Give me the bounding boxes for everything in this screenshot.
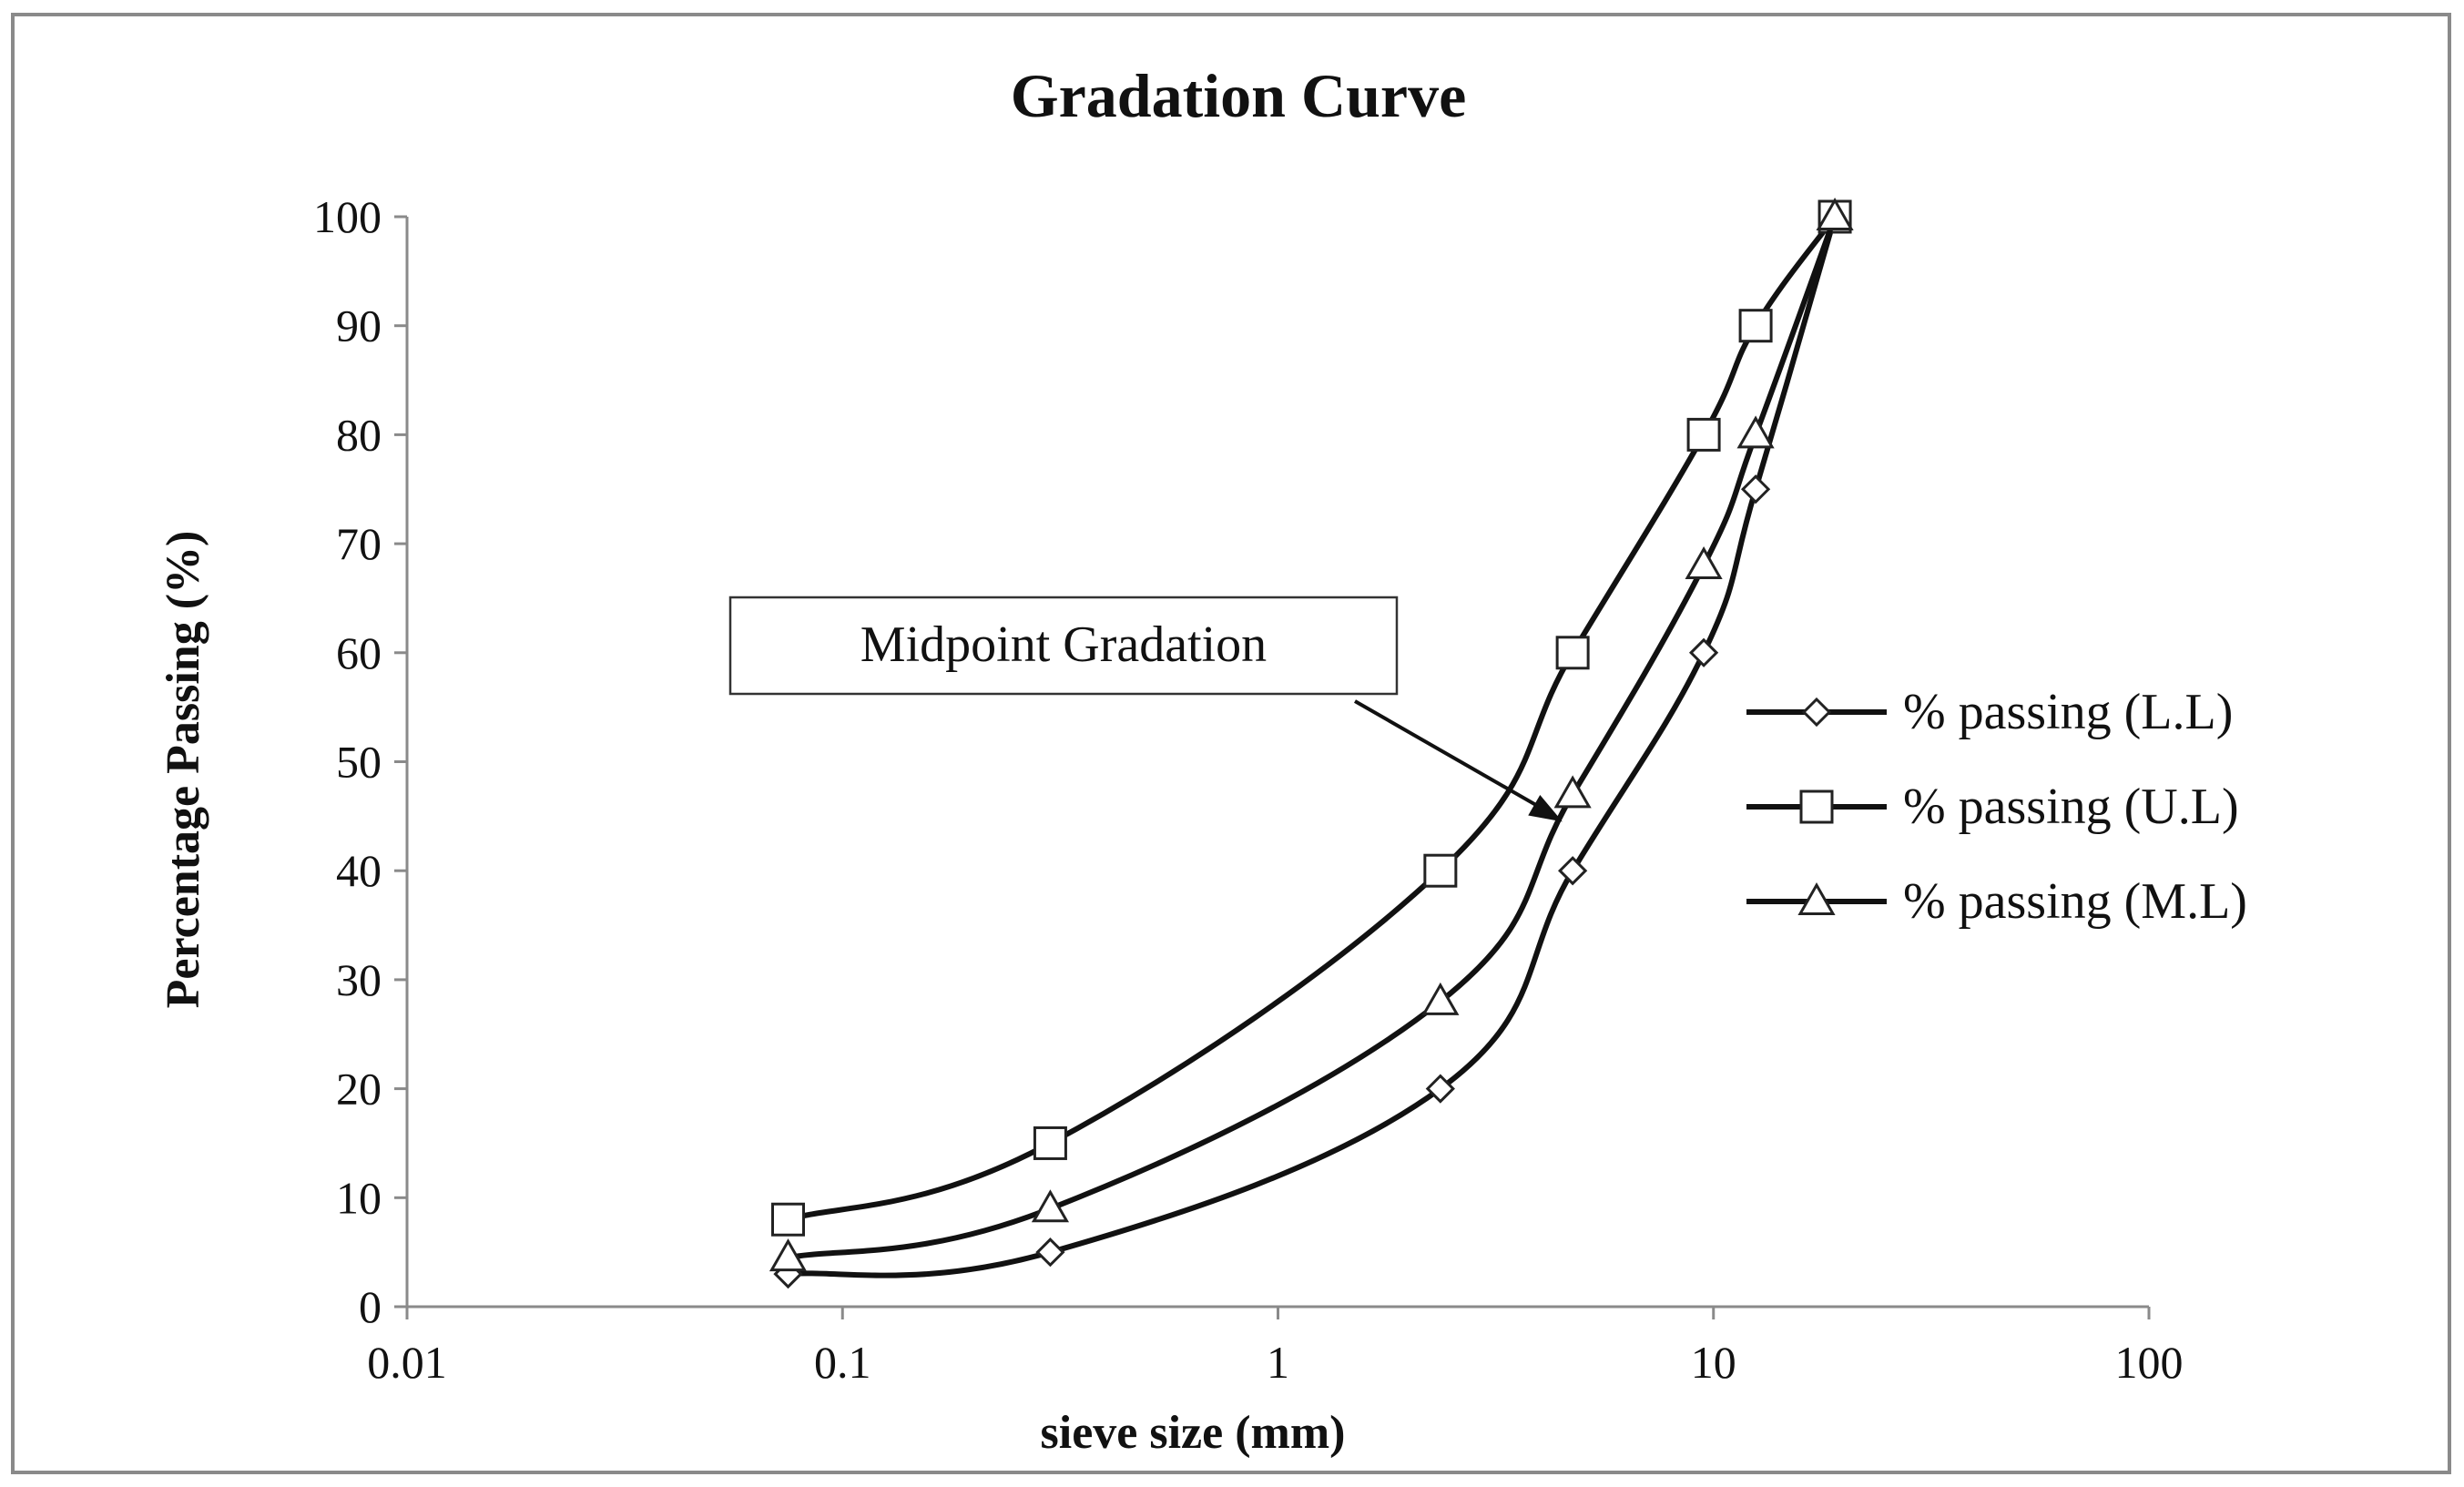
data-point-ll	[1425, 1074, 1455, 1104]
y-tick-label: 0	[359, 1281, 382, 1332]
legend-marker-ll	[1801, 697, 1832, 728]
data-point-ml	[1031, 1189, 1070, 1223]
x-tick-label: 100	[2115, 1337, 2184, 1388]
y-tick-label: 10	[336, 1172, 382, 1223]
y-tick-label: 30	[336, 954, 382, 1005]
legend: % passing (L.L) % passing (U.L) % passing …	[1746, 684, 2247, 930]
series-group	[769, 197, 1854, 1289]
data-point-ml	[1553, 775, 1592, 809]
data-point-ml	[1685, 546, 1723, 580]
legend-label-ml: % passing (M.L)	[1903, 873, 2247, 930]
data-point-ul	[1423, 853, 1458, 888]
data-point-ml	[769, 1238, 808, 1272]
x-tick-label: 0.1	[814, 1337, 871, 1388]
data-point-ul	[1738, 309, 1773, 343]
y-tick-label: 20	[336, 1064, 382, 1115]
legend-marker-ml	[1797, 881, 1836, 915]
annotation-arrow	[1354, 699, 1547, 813]
data-point-ll	[1558, 856, 1588, 886]
x-tick-label: 0.01	[367, 1337, 447, 1388]
annotation-arrowhead	[1528, 795, 1563, 822]
legend-label-ul: % passing (U.L)	[1903, 779, 2239, 835]
y-tick-label: 100	[313, 191, 382, 242]
data-point-ul	[770, 1202, 805, 1237]
data-point-ul	[1555, 636, 1590, 670]
data-point-ll	[1688, 637, 1719, 667]
y-axis-label: Percentage Passing (%)	[158, 531, 209, 1009]
y-tick-label: 80	[336, 409, 382, 460]
y-tick-label: 90	[336, 300, 382, 351]
x-tick-label: 1	[1267, 1337, 1289, 1388]
chart-title: Gradation Curve	[1011, 61, 1467, 130]
data-point-ml	[1421, 982, 1460, 1015]
legend-label-ll: % passing (L.L)	[1903, 684, 2233, 740]
x-tick-label: 10	[1691, 1337, 1736, 1388]
legend-marker-ul	[1799, 789, 1834, 824]
y-tick-label: 60	[336, 627, 382, 678]
annotation: Midpoint Gradation	[728, 596, 1563, 822]
y-axis-ticks: 0 10 20 30 40 50 60 70 80 90 100	[313, 191, 407, 1332]
annotation-box	[728, 596, 1399, 696]
data-point-ll	[1035, 1237, 1065, 1268]
data-point-ul	[1033, 1125, 1067, 1160]
chart-frame	[11, 13, 2451, 1474]
x-axis-ticks: 0.01 0.1 1 10 100	[367, 1307, 2184, 1388]
data-point-ml	[1736, 415, 1775, 449]
y-tick-label: 50	[336, 737, 382, 788]
data-point-ul	[1686, 417, 1721, 452]
series-ml	[769, 197, 1854, 1272]
y-tick-label: 70	[336, 518, 382, 569]
y-tick-label: 40	[336, 845, 382, 896]
x-axis-label: sieve size (mm)	[1041, 1407, 1346, 1459]
data-point-ml	[1816, 197, 1854, 230]
annotation-text: Midpoint Gradation	[860, 616, 1267, 673]
data-point-ll	[1740, 474, 1771, 504]
